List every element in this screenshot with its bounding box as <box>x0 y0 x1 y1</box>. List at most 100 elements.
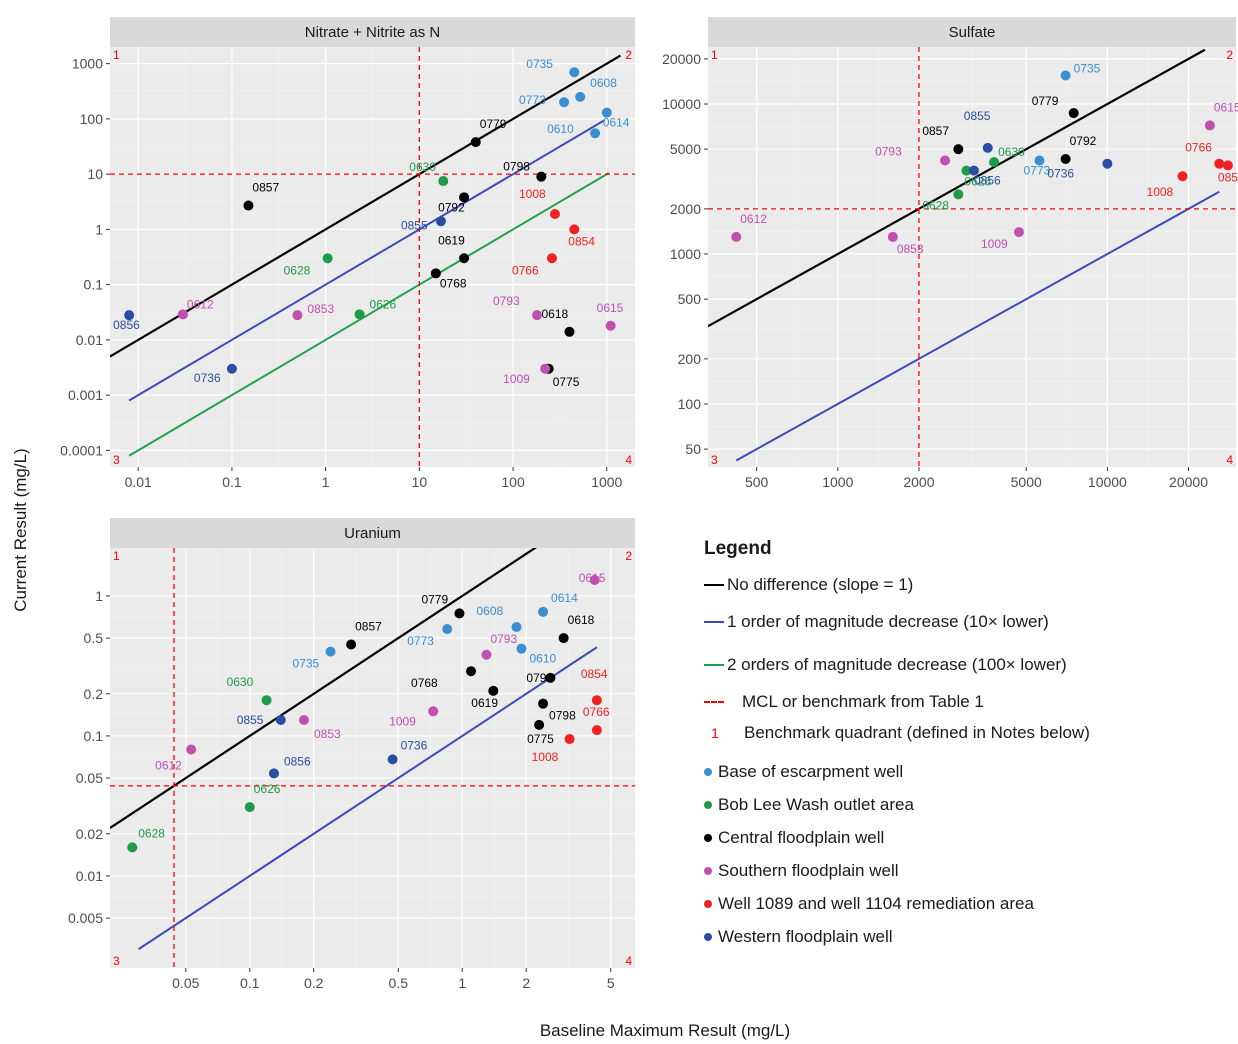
data-point-label: 0775 <box>527 732 554 746</box>
x-tick-label: 5000 <box>1011 474 1042 490</box>
x-tick-label: 1000 <box>822 474 853 490</box>
data-point-label: 0612 <box>155 759 182 773</box>
data-point <box>605 320 616 331</box>
data-point-label: 0779 <box>421 592 448 606</box>
quadrant-number: 1 <box>113 48 120 62</box>
y-tick-label: 10 <box>87 166 103 182</box>
legend-label: Bob Lee Wash outlet area <box>718 794 914 814</box>
data-point <box>989 157 1000 168</box>
data-point-label: 0793 <box>493 294 520 308</box>
quadrant-number: 2 <box>625 48 632 62</box>
data-point <box>1222 160 1233 171</box>
data-point <box>940 155 951 166</box>
y-tick-label: 50 <box>685 441 701 457</box>
x-tick-label: 10 <box>412 474 428 490</box>
data-point <box>1060 153 1071 164</box>
data-point-label: 0857 <box>252 181 279 195</box>
data-point-label: 0853 <box>897 242 924 256</box>
data-point-label: 1008 <box>519 187 546 201</box>
data-point <box>387 754 398 765</box>
data-point-label: 0855 <box>237 713 264 727</box>
data-point <box>1034 155 1045 166</box>
data-point-label: 0779 <box>480 117 507 131</box>
data-point <box>459 192 470 203</box>
y-tick-label: 0.01 <box>76 868 103 884</box>
data-point-label: 0619 <box>438 233 465 247</box>
data-point-label: 0853 <box>314 727 341 741</box>
panel-title: Sulfate <box>949 24 996 41</box>
data-point-label: 0768 <box>411 676 438 690</box>
data-point-label: 0773 <box>1023 164 1050 178</box>
data-point-label: 0736 <box>1047 167 1074 181</box>
data-point-label: 0612 <box>740 212 767 226</box>
data-point <box>442 624 453 635</box>
y-tick-label: 100 <box>678 396 702 412</box>
x-tick-label: 100 <box>501 474 525 490</box>
data-point <box>1102 158 1113 169</box>
data-point-label: 0610 <box>529 652 556 666</box>
data-point <box>226 363 237 374</box>
data-point-label: 0614 <box>551 591 578 605</box>
data-point <box>536 171 547 182</box>
data-point <box>177 309 188 320</box>
data-point <box>531 310 542 321</box>
data-point <box>322 253 333 264</box>
x-tick-label: 1 <box>322 474 330 490</box>
quadrant-number: 1 <box>711 48 718 62</box>
panel-title: Nitrate + Nitrite as N <box>305 24 440 41</box>
x-tick-label: 1000 <box>591 474 622 490</box>
data-point-label: 0856 <box>284 754 311 768</box>
y-tick-label: 10000 <box>662 96 701 112</box>
quadrant-number: 3 <box>711 453 718 467</box>
data-point-label: 0854 <box>1218 170 1238 184</box>
quadrant-number: 4 <box>1226 453 1233 467</box>
data-point-label: 0766 <box>512 263 539 277</box>
legend-row-group: Western floodplain well <box>704 920 1224 953</box>
data-point-label: 0855 <box>401 218 428 232</box>
one-order-decrease-line <box>735 190 1220 462</box>
no-difference-line <box>708 48 1206 328</box>
quadrant-number: 3 <box>113 954 120 968</box>
data-point <box>538 606 549 617</box>
legend-label: Well 1089 and well 1104 remediation area <box>718 893 1034 913</box>
data-point <box>516 643 527 654</box>
data-point-label: 0775 <box>553 375 580 389</box>
data-point-label: 0855 <box>964 109 991 123</box>
x-tick-label: 20000 <box>1169 474 1208 490</box>
x-tick-label: 0.05 <box>172 975 199 991</box>
data-point <box>186 744 197 755</box>
data-point <box>549 208 560 219</box>
data-point-label: 1008 <box>1147 185 1174 199</box>
data-point <box>575 91 586 102</box>
data-point <box>534 719 545 730</box>
x-tick-label: 500 <box>745 474 769 490</box>
data-point <box>953 189 964 200</box>
point-swatch <box>704 767 712 776</box>
quadrant-number: 4 <box>625 453 632 467</box>
data-point <box>124 310 135 321</box>
data-point-label: 0856 <box>113 318 140 332</box>
x-tick-label: 0.01 <box>125 474 152 490</box>
data-point <box>559 97 570 108</box>
data-point-label: 0630 <box>227 675 254 689</box>
data-point-label: 0792 <box>1070 134 1097 148</box>
y-tick-label: 2000 <box>670 201 701 217</box>
y-axis-title: Current Result (mg/L) <box>11 448 30 611</box>
legend-label: Southern floodplain well <box>718 860 899 880</box>
data-point-label: 0735 <box>1074 61 1101 75</box>
y-tick-label: 0.05 <box>76 770 103 786</box>
data-point-label: 1009 <box>981 237 1008 251</box>
data-point <box>292 310 303 321</box>
y-tick-label: 0.2 <box>84 686 104 702</box>
x-tick-label: 1 <box>458 975 466 991</box>
data-point-label: 0792 <box>526 671 553 685</box>
line-swatch <box>704 584 724 586</box>
data-point <box>591 725 602 736</box>
data-point <box>459 253 470 264</box>
x-tick-label: 0.2 <box>304 975 324 991</box>
legend-label: Western floodplain well <box>718 926 893 946</box>
legend-label-quadrant: Benchmark quadrant (defined in Notes bel… <box>744 722 1090 742</box>
data-point-label: 0612 <box>187 297 214 311</box>
data-point <box>511 621 522 632</box>
